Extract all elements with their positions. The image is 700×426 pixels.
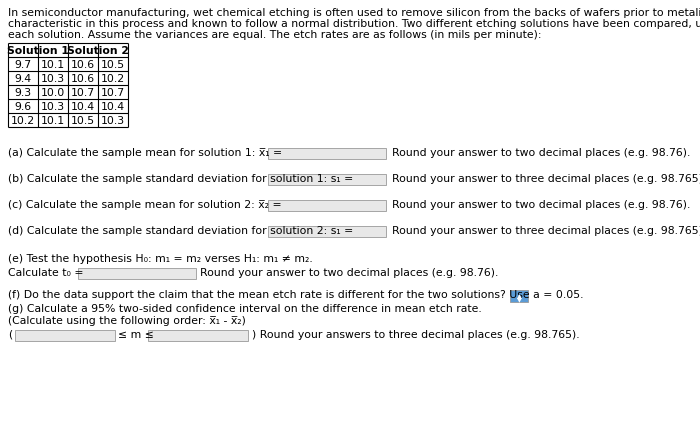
Bar bbox=[510, 290, 528, 302]
Text: (c) Calculate the sample mean for solution 2: x̅₂ =: (c) Calculate the sample mean for soluti… bbox=[8, 199, 281, 210]
Text: (f) Do the data support the claim that the mean etch rate is different for the t: (f) Do the data support the claim that t… bbox=[8, 289, 584, 299]
Text: ) Round your answers to three decimal places (e.g. 98.765).: ) Round your answers to three decimal pl… bbox=[252, 329, 580, 339]
Text: Round your answer to three decimal places (e.g. 98.765).: Round your answer to three decimal place… bbox=[392, 173, 700, 184]
Text: 9.3: 9.3 bbox=[15, 88, 32, 98]
Text: 10.2: 10.2 bbox=[101, 74, 125, 84]
Text: ▲: ▲ bbox=[517, 294, 522, 299]
Text: (: ( bbox=[8, 329, 12, 339]
Bar bbox=[268, 149, 386, 160]
Text: ≤ m ≤: ≤ m ≤ bbox=[118, 329, 154, 339]
Bar bbox=[268, 175, 386, 186]
Bar bbox=[15, 330, 115, 341]
Text: (b) Calculate the sample standard deviation for solution 1: s₁ =: (b) Calculate the sample standard deviat… bbox=[8, 173, 354, 184]
Text: Round your answer to two decimal places (e.g. 98.76).: Round your answer to two decimal places … bbox=[392, 199, 690, 210]
Text: 10.1: 10.1 bbox=[41, 60, 65, 70]
Bar bbox=[268, 227, 386, 237]
Text: (Calculate using the following order: x̅₁ - x̅₂): (Calculate using the following order: x̅… bbox=[8, 315, 246, 325]
Text: 10.5: 10.5 bbox=[71, 116, 95, 126]
Text: Solution 2: Solution 2 bbox=[67, 46, 129, 56]
Text: 10.5: 10.5 bbox=[101, 60, 125, 70]
Text: (g) Calculate a 95% two-sided confidence interval on the difference in mean etch: (g) Calculate a 95% two-sided confidence… bbox=[8, 303, 482, 313]
Text: Round your answer to three decimal places (e.g. 98.765).: Round your answer to three decimal place… bbox=[392, 225, 700, 236]
Text: 10.0: 10.0 bbox=[41, 88, 65, 98]
Text: each solution. Assume the variances are equal. The etch rates are as follows (in: each solution. Assume the variances are … bbox=[8, 30, 542, 40]
Text: 10.4: 10.4 bbox=[71, 102, 95, 112]
Bar bbox=[268, 201, 386, 211]
Bar bbox=[78, 268, 196, 279]
Text: 9.6: 9.6 bbox=[15, 102, 32, 112]
Text: 9.7: 9.7 bbox=[15, 60, 32, 70]
Text: 10.3: 10.3 bbox=[41, 74, 65, 84]
Text: ▼: ▼ bbox=[517, 298, 522, 303]
Text: (a) Calculate the sample mean for solution 1: x̅₁ =: (a) Calculate the sample mean for soluti… bbox=[8, 148, 282, 158]
Text: 10.7: 10.7 bbox=[71, 88, 95, 98]
Text: In semiconductor manufacturing, wet chemical etching is often used to remove sil: In semiconductor manufacturing, wet chem… bbox=[8, 8, 700, 18]
Text: Solution 1: Solution 1 bbox=[7, 46, 69, 56]
Text: 10.2: 10.2 bbox=[11, 116, 35, 126]
Text: Calculate t₀ =: Calculate t₀ = bbox=[8, 268, 83, 277]
Text: 10.6: 10.6 bbox=[71, 60, 95, 70]
Text: characteristic in this process and known to follow a normal distribution. Two di: characteristic in this process and known… bbox=[8, 19, 700, 29]
Text: Round your answer to two decimal places (e.g. 98.76).: Round your answer to two decimal places … bbox=[392, 148, 690, 158]
Text: 9.4: 9.4 bbox=[15, 74, 32, 84]
Text: 10.3: 10.3 bbox=[41, 102, 65, 112]
Text: 10.3: 10.3 bbox=[101, 116, 125, 126]
Text: (d) Calculate the sample standard deviation for solution 2: s₁ =: (d) Calculate the sample standard deviat… bbox=[8, 225, 354, 236]
Text: Round your answer to two decimal places (e.g. 98.76).: Round your answer to two decimal places … bbox=[200, 268, 498, 277]
Text: 10.4: 10.4 bbox=[101, 102, 125, 112]
Text: 10.1: 10.1 bbox=[41, 116, 65, 126]
Text: 10.7: 10.7 bbox=[101, 88, 125, 98]
Bar bbox=[148, 330, 248, 341]
Text: (e) Test the hypothesis H₀: m₁ = m₂ verses H₁: m₁ ≠ m₂.: (e) Test the hypothesis H₀: m₁ = m₂ vers… bbox=[8, 253, 313, 263]
Text: 10.6: 10.6 bbox=[71, 74, 95, 84]
